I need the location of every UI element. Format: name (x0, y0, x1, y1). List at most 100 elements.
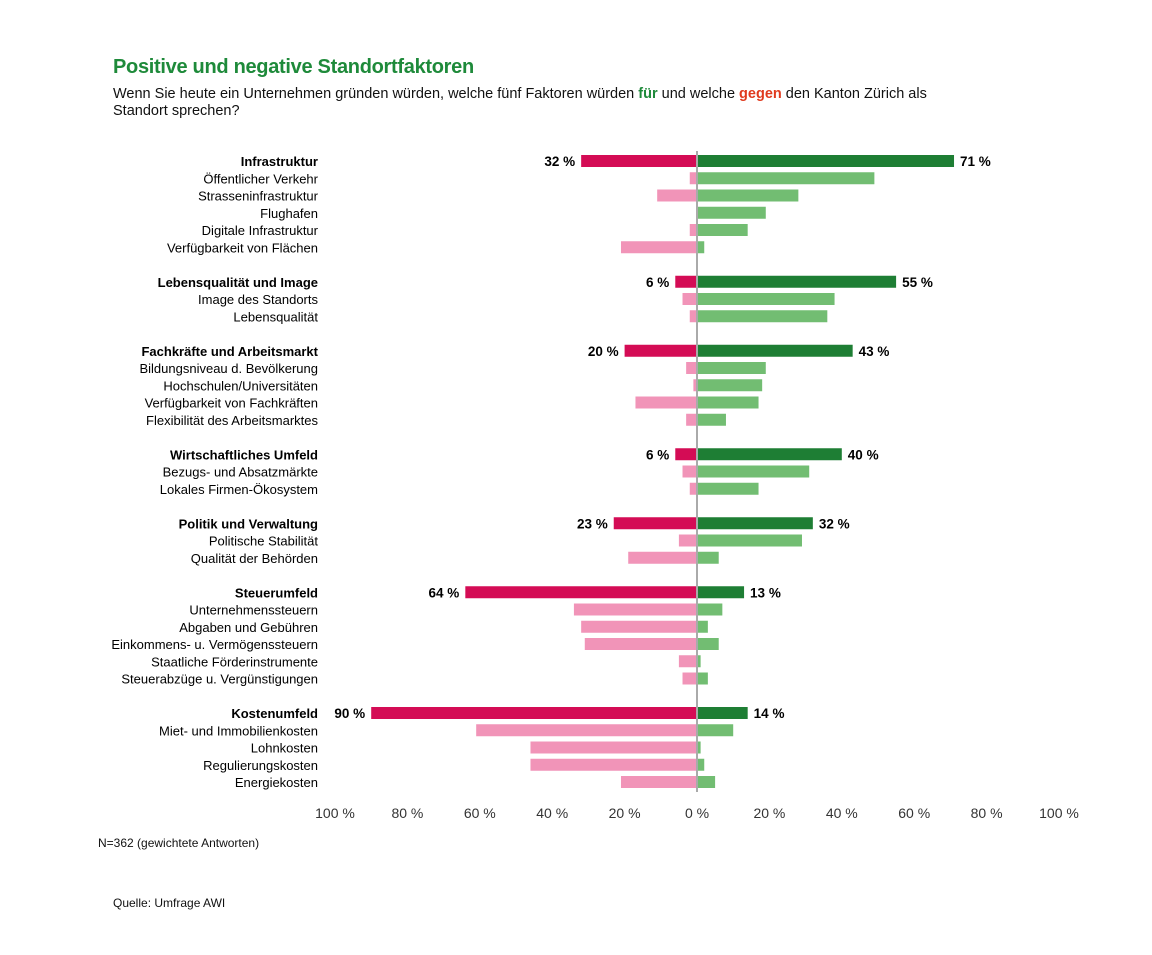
subtitle-text: und welche (657, 86, 740, 102)
item-label: Verfügbarkeit von Fachkräften (145, 396, 318, 411)
bar-against-main (675, 275, 697, 288)
item-label: Bildungsniveau d. Bevölkerung (139, 361, 318, 376)
bar-against (682, 465, 697, 478)
bar-for-main (697, 448, 842, 461)
source-note: Quelle: Umfrage AWI (113, 896, 226, 910)
bar-for (697, 310, 828, 323)
bar-for-main (697, 517, 813, 530)
bar-for (697, 741, 701, 754)
item-label: Öffentlicher Verkehr (203, 171, 318, 186)
x-tick-label: 40 % (536, 805, 568, 821)
data-label-against: 6 % (646, 275, 669, 290)
item-label: Lebensqualität (233, 309, 318, 324)
group-label: Steuerumfeld (235, 585, 318, 600)
item-label: Lohnkosten (251, 741, 318, 756)
x-tick-label: 80 % (391, 805, 423, 821)
bar-against-main (675, 448, 697, 461)
data-label-for: 40 % (848, 447, 879, 462)
bar-against (689, 482, 697, 495)
item-label: Strasseninfrastruktur (198, 189, 319, 204)
bar-for (697, 724, 734, 737)
chart-subtitle: Wenn Sie heute ein Unternehmen gründen w… (113, 86, 973, 120)
bar-against (689, 224, 697, 236)
bar-for (697, 224, 748, 236)
bar-for (697, 655, 701, 668)
item-label: Hochschulen/Universitäten (163, 378, 318, 393)
bar-for-main (697, 586, 745, 599)
bar-for (697, 413, 726, 426)
bar-against (635, 396, 697, 409)
bar-against (581, 620, 697, 633)
chart-title: Positive und negative Standortfaktoren (113, 56, 474, 78)
bar-against-main (624, 344, 697, 357)
x-tick-label: 60 % (898, 805, 930, 821)
data-label-against: 6 % (646, 447, 669, 462)
bar-against-main (465, 586, 697, 599)
item-label: Miet- und Immobilienkosten (159, 723, 318, 738)
bar-for (697, 241, 705, 254)
item-label: Regulierungskosten (203, 758, 318, 773)
item-label: Verfügbarkeit von Flächen (167, 240, 318, 255)
sample-note: N=362 (gewichtete Antworten) (98, 836, 260, 850)
bar-against (678, 655, 697, 668)
data-label-for: 13 % (750, 585, 781, 600)
bar-for-main (697, 707, 748, 719)
bar-against (584, 638, 697, 650)
item-label: Einkommens- u. Vermögenssteuern (111, 637, 318, 652)
bar-against (530, 741, 697, 754)
bar-for (697, 465, 810, 478)
data-label-for: 55 % (902, 275, 933, 290)
bar-against-main (581, 155, 697, 167)
bar-against (628, 551, 697, 564)
item-label: Flughafen (260, 206, 318, 221)
item-label: Abgaben und Gebühren (179, 620, 318, 635)
group-label: Wirtschaftliches Umfeld (170, 447, 318, 462)
bar-against (689, 172, 697, 185)
item-label: Qualität der Behörden (191, 551, 318, 566)
bar-against (657, 189, 697, 202)
bar-for (697, 638, 719, 650)
data-label-for: 14 % (754, 706, 785, 721)
item-label: Steuerabzüge u. Vergünstigungen (121, 672, 318, 687)
bar-against (689, 310, 697, 323)
bar-against-main (371, 707, 697, 719)
data-label-against: 23 % (577, 516, 608, 531)
bar-for (697, 603, 723, 616)
bar-for (697, 396, 759, 409)
bar-for (697, 776, 716, 788)
data-label-against: 64 % (429, 585, 460, 600)
item-label: Bezugs- und Absatzmärkte (163, 465, 318, 480)
bar-for (697, 293, 835, 305)
bar-for (697, 758, 705, 771)
bar-against (620, 776, 697, 788)
x-tick-label: 40 % (826, 805, 858, 821)
bar-against (678, 534, 697, 547)
data-label-for: 71 % (960, 154, 991, 169)
bar-for (697, 206, 766, 219)
x-tick-label: 20 % (609, 805, 641, 821)
group-label: Infrastruktur (241, 154, 318, 169)
group-label: Lebensqualität und Image (158, 275, 318, 290)
group-label: Fachkräfte und Arbeitsmarkt (141, 344, 318, 359)
bar-against (682, 672, 697, 685)
data-label-against: 20 % (588, 344, 619, 359)
item-label: Unternehmenssteuern (189, 603, 318, 618)
x-tick-label: 100 % (315, 805, 355, 821)
x-tick-label: 60 % (464, 805, 496, 821)
bar-for (697, 362, 766, 374)
bar-against (573, 603, 697, 616)
subtitle-for-word: für (638, 86, 658, 102)
bar-for (697, 379, 763, 392)
bar-against-main (613, 517, 697, 530)
group-label: Politik und Verwaltung (179, 516, 318, 531)
x-tick-label: 20 % (753, 805, 785, 821)
subtitle-text: den Kanton Zürich als Standort sprechen? (113, 86, 927, 119)
bar-against (686, 362, 697, 374)
item-label: Energiekosten (235, 775, 318, 790)
bar-against (693, 379, 697, 392)
bar-for (697, 482, 759, 495)
bar-against (476, 724, 697, 737)
bar-against (530, 758, 697, 771)
bar-against (686, 413, 697, 426)
x-tick-label: 0 % (685, 805, 709, 821)
